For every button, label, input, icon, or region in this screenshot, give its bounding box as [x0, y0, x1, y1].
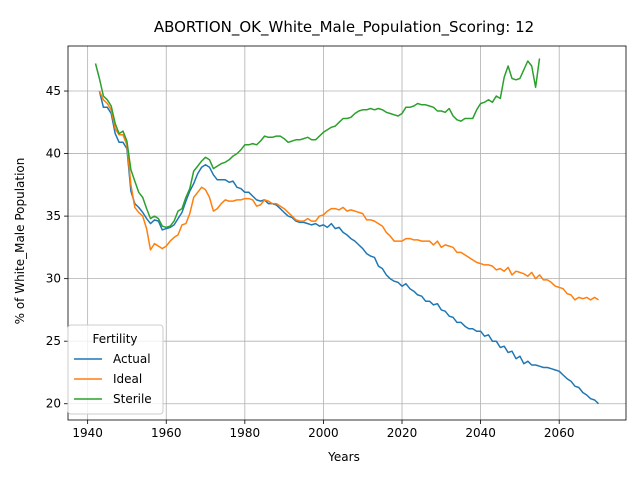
series-line-actual: [98, 90, 600, 405]
y-tick-label: 25: [46, 334, 61, 348]
plot-area-frame: [67, 45, 627, 421]
x-tick-label: 1980: [230, 426, 261, 440]
x-tick-label: 1960: [151, 426, 182, 440]
series-lines: [94, 58, 600, 405]
y-axis-ticks: 20 25 30 35 40 45: [46, 84, 68, 411]
x-tick-label: 2040: [465, 426, 496, 440]
y-tick-label: 45: [46, 84, 61, 98]
y-tick-label: 30: [46, 272, 61, 286]
x-tick-label: 2000: [308, 426, 339, 440]
series-line-sterile: [94, 58, 541, 229]
legend-label-sterile: Sterile: [113, 392, 152, 406]
legend-entries: Actual Ideal Sterile: [74, 352, 152, 406]
x-tick-label: 1940: [72, 426, 103, 440]
chart-title: ABORTION_OK_White_Male_Population_Scorin…: [154, 18, 534, 37]
x-axis-ticks: 1940 1960 1980 2000 2020 2040 2060: [72, 420, 574, 440]
legend-box: [67, 324, 164, 415]
x-tick-label: 2060: [544, 426, 575, 440]
legend-label-actual: Actual: [113, 352, 151, 366]
legend: Fertility Actual Ideal Sterile: [67, 324, 164, 415]
y-tick-label: 40: [46, 147, 61, 161]
legend-label-ideal: Ideal: [113, 372, 142, 386]
y-tick-label: 20: [46, 397, 61, 411]
y-axis-label: % of White_Male Population: [13, 158, 27, 325]
legend-title: Fertility: [92, 332, 137, 346]
x-axis-label: Years: [327, 450, 360, 464]
series-line-ideal: [98, 90, 599, 301]
y-tick-label: 35: [46, 209, 61, 223]
x-tick-label: 2020: [387, 426, 418, 440]
